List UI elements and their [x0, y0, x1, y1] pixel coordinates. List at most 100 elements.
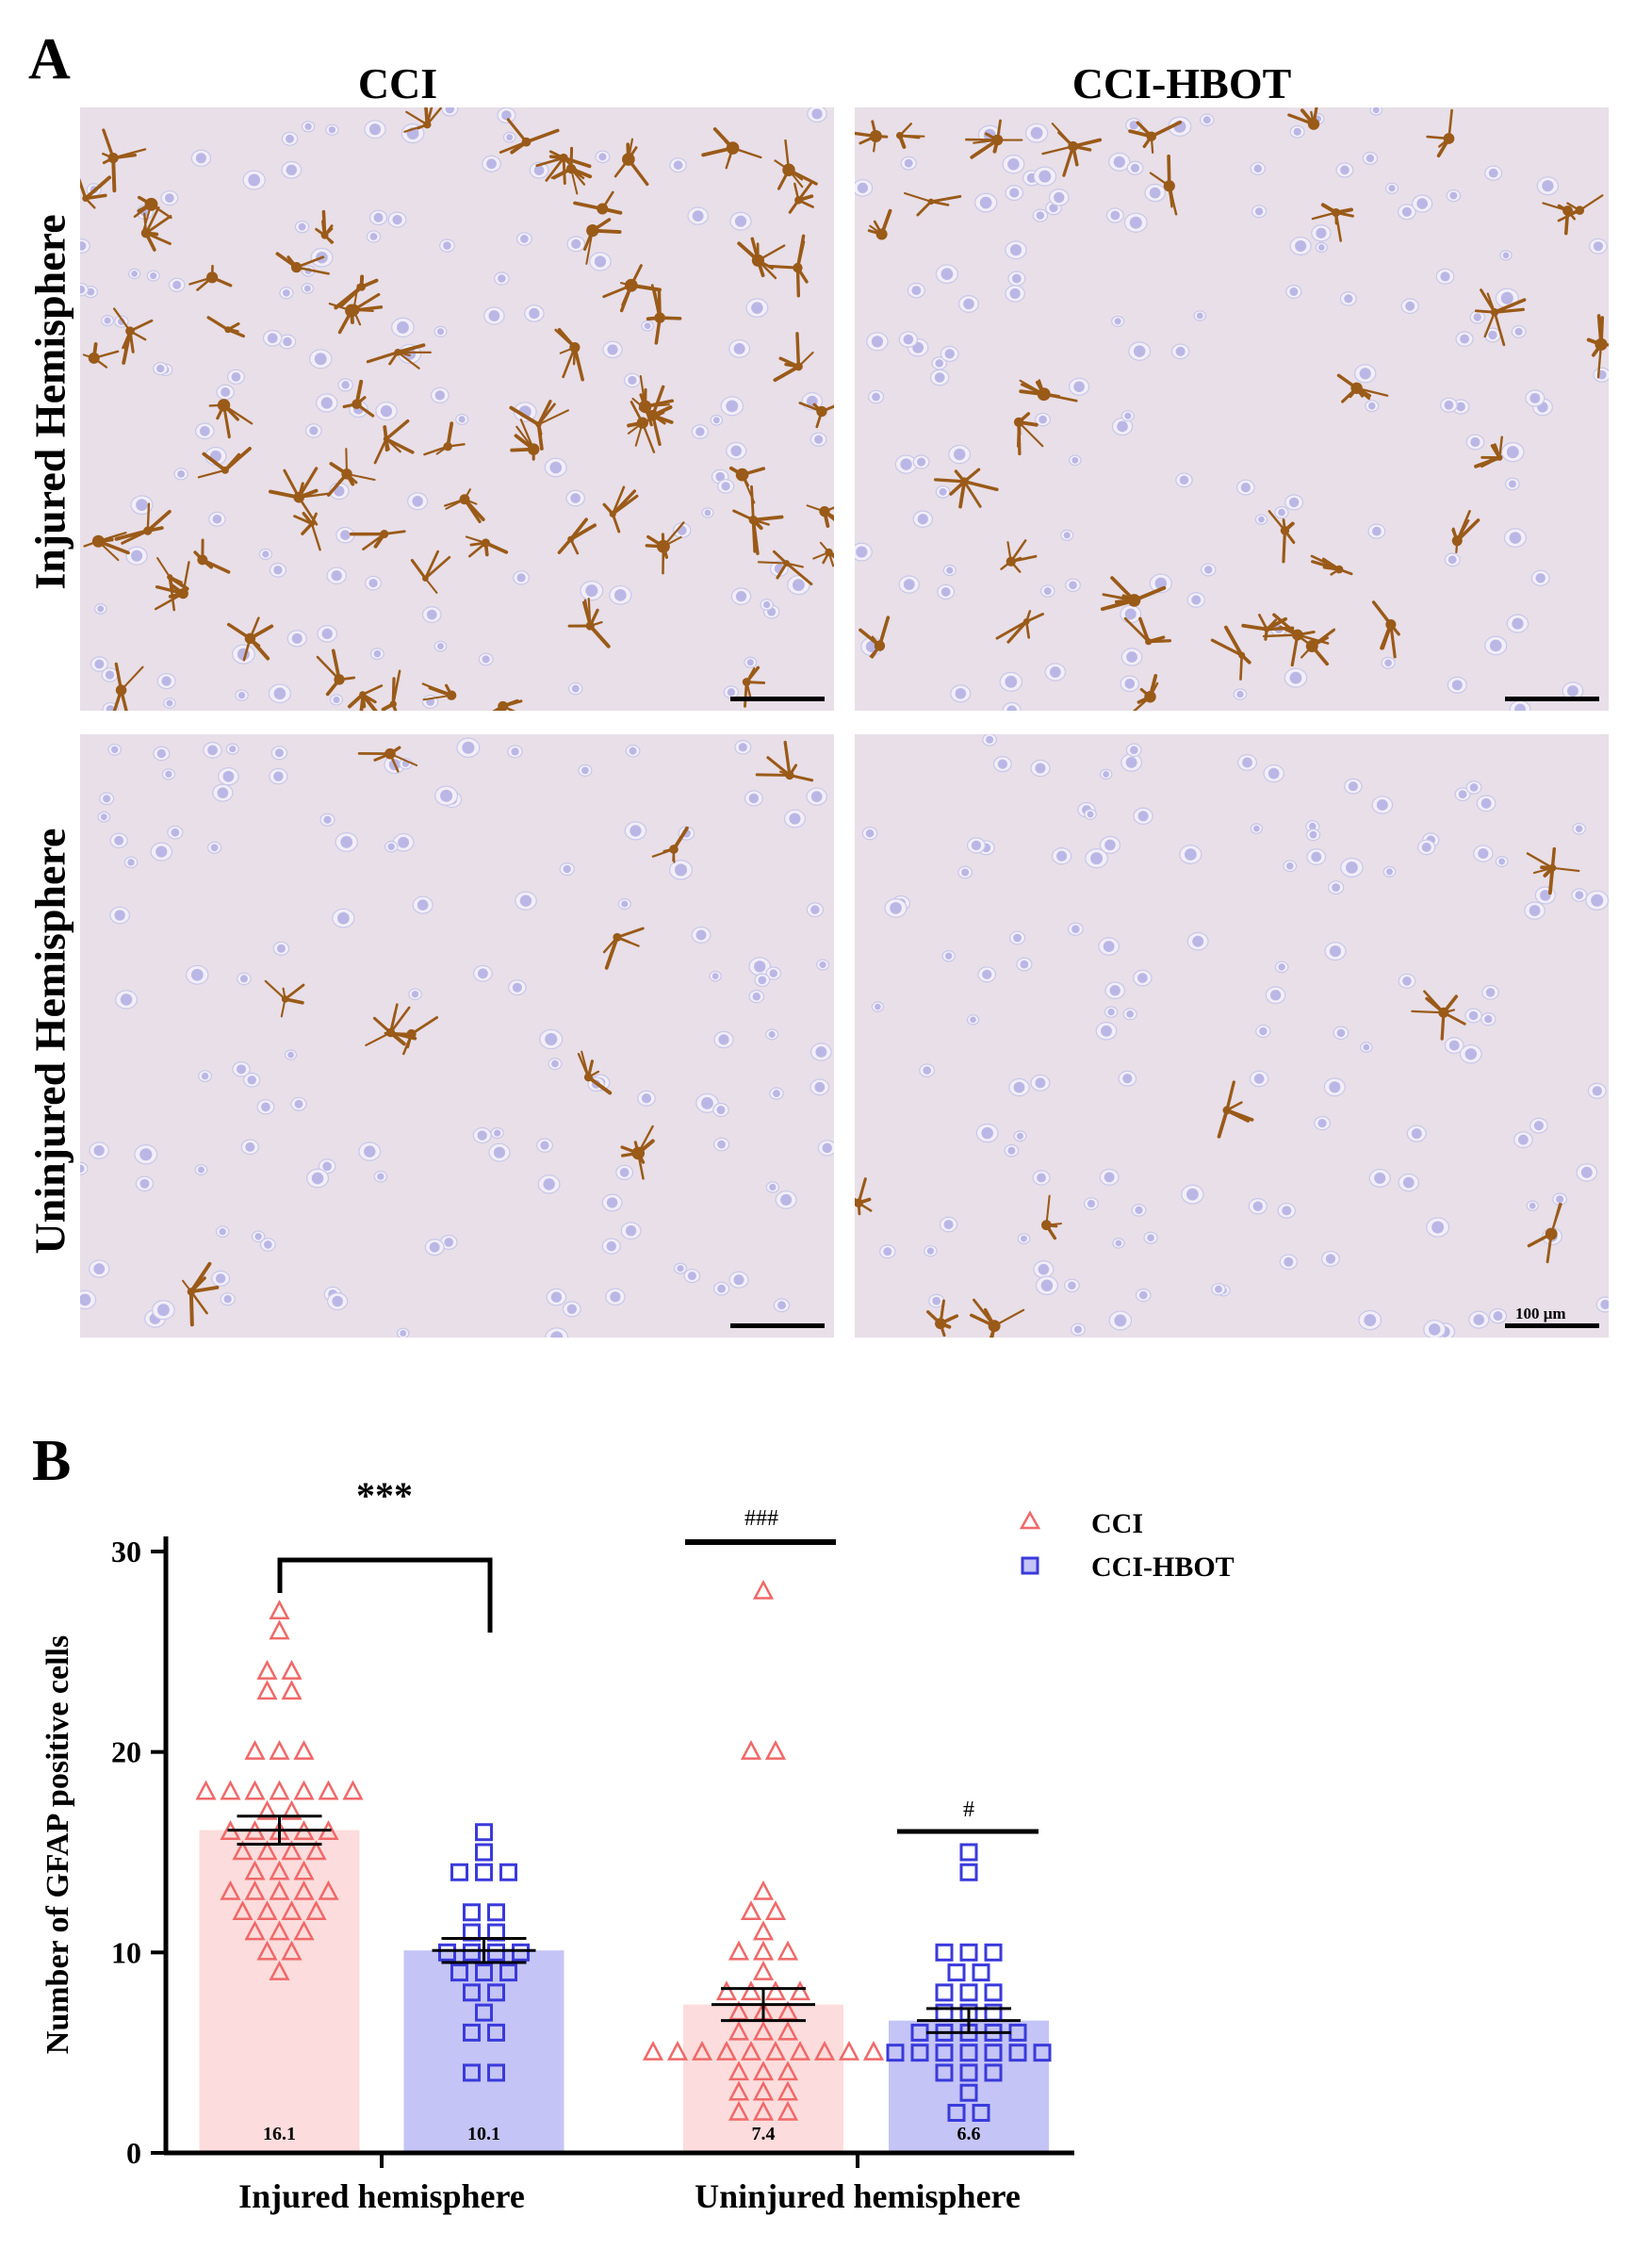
- x-category-label: Injured hemisphere: [238, 2177, 525, 2215]
- mean-value-label: 16.1: [263, 2124, 296, 2144]
- data-point-cci: [715, 1980, 738, 2001]
- data-point-cci: [195, 1780, 217, 1800]
- data-point-cci: [752, 1880, 775, 1900]
- data-point-cci: [220, 1880, 241, 1900]
- data-point-cci: [318, 1880, 339, 1900]
- mean-value-label: 6.6: [957, 2124, 981, 2144]
- significance-label-injured: ***: [356, 1474, 413, 1517]
- data-point-cci: [777, 2100, 799, 2121]
- data-point-cci: [642, 2040, 664, 2061]
- data-point-cci: [691, 2040, 713, 2061]
- micrograph-cci-hbot-uninjured: [855, 734, 1609, 1338]
- bar-cci-hbot-0: [403, 1950, 564, 2153]
- data-point-cci: [220, 1780, 241, 1800]
- scale-bar: [1505, 1323, 1599, 1328]
- data-point-cci: [764, 1739, 787, 1760]
- data-point-cci: [862, 2040, 885, 2061]
- data-point-cci: [244, 1880, 266, 1900]
- data-point-cci: [813, 2040, 836, 2061]
- data-point-cci-hbot: [959, 1983, 978, 2002]
- column-title-cci-hbot: CCI-HBOT: [1071, 59, 1292, 107]
- data-point-cci: [777, 2000, 799, 2021]
- data-point-cci-hbot: [475, 1863, 493, 1881]
- mean-value-label: 7.4: [752, 2124, 776, 2144]
- data-point-cci-hbot: [959, 2083, 978, 2102]
- data-point-cci-hbot: [463, 1983, 481, 2002]
- data-point-cci: [752, 1579, 775, 1600]
- legend-label-cci-hbot: CCI-HBOT: [1091, 1552, 1235, 1583]
- data-point-cci: [256, 1799, 278, 1820]
- data-point-cci-hbot: [463, 1903, 481, 1922]
- y-tick-label: 0: [126, 2136, 141, 2170]
- data-point-cci: [740, 1980, 762, 2001]
- data-point-cci-hbot: [947, 1963, 966, 1982]
- data-point-cci: [740, 2040, 762, 2061]
- data-point-cci-hbot: [935, 1943, 954, 1962]
- data-point-cci: [256, 1680, 278, 1700]
- data-point-cci-hbot: [487, 1983, 505, 2002]
- data-point-cci-hbot: [984, 1943, 1003, 1962]
- data-point-cci-hbot: [935, 1983, 954, 2002]
- micrograph-cci-injured: [80, 107, 834, 711]
- data-point-cci: [728, 1940, 750, 1961]
- data-point-cci: [666, 2040, 689, 2061]
- data-point-cci-hbot: [984, 2063, 1003, 2082]
- data-point-cci-hbot: [475, 1963, 493, 1982]
- data-point-cci: [281, 1680, 303, 1700]
- data-point-cci: [764, 1900, 787, 1921]
- data-point-cci: [789, 2040, 811, 2061]
- data-point-cci-hbot: [984, 2044, 1003, 2062]
- data-point-cci: [777, 2080, 799, 2101]
- micrograph-cci-uninjured: [80, 734, 834, 1338]
- data-point-cci: [269, 1860, 290, 1880]
- data-point-cci: [728, 2000, 750, 2021]
- data-point-cci: [281, 1940, 303, 1961]
- data-point-cci-hbot: [499, 1963, 517, 1982]
- panel-b-letter: B: [32, 1429, 72, 1493]
- data-point-cci-hbot: [463, 2023, 481, 2042]
- column-title-cci: CCI: [357, 59, 438, 107]
- data-point-cci: [281, 1659, 303, 1680]
- data-point-cci-hbot: [959, 1943, 978, 1962]
- data-point-cci: [269, 1780, 290, 1800]
- data-point-cci: [244, 1860, 266, 1880]
- data-point-cci-hbot: [1008, 2044, 1027, 2062]
- data-point-cci-hbot: [487, 1943, 505, 1962]
- data-point-cci: [293, 1739, 315, 1760]
- data-point-cci: [269, 1960, 290, 1980]
- data-point-cci: [269, 1619, 290, 1640]
- data-point-cci: [752, 1940, 775, 1961]
- data-point-cci: [752, 2020, 775, 2041]
- gfap-chart: 16.1 7.4 10.1 6.6 0 10 20 30 Number of GFAP po…: [41, 1474, 1235, 2215]
- data-point-cci: [232, 1840, 254, 1861]
- mean-value-label: 10.1: [467, 2124, 500, 2144]
- micrograph-cci-hbot-injured: [855, 107, 1609, 711]
- data-point-cci: [752, 1920, 775, 1941]
- data-point-cci: [269, 1739, 290, 1760]
- panel-a-letter: A: [28, 27, 71, 91]
- data-point-cci-hbot: [984, 1983, 1003, 2002]
- row-title-uninjured: Uninjured Hemisphere: [25, 828, 74, 1255]
- data-point-cci: [293, 1860, 315, 1880]
- legend-marker-cci-hbot: [1021, 1556, 1039, 1575]
- data-point-cci: [752, 1960, 775, 1980]
- y-tick-label: 20: [111, 1735, 141, 1769]
- data-point-cci-hbot: [959, 1863, 978, 1881]
- data-point-cci: [715, 2040, 738, 2061]
- data-point-cci-hbot: [959, 2063, 978, 2082]
- data-point-cci: [342, 1780, 364, 1800]
- y-tick-label: 30: [111, 1535, 141, 1568]
- data-point-cci: [305, 1900, 327, 1921]
- data-point-cci: [728, 2061, 750, 2081]
- data-point-cci: [256, 1940, 278, 1961]
- data-point-cci: [244, 1920, 266, 1941]
- data-point-cci-hbot: [463, 2063, 481, 2082]
- data-point-cci-hbot: [475, 2003, 493, 2022]
- data-point-cci-hbot: [935, 2063, 954, 2082]
- data-point-cci: [244, 1780, 266, 1800]
- data-point-cci: [728, 2080, 750, 2101]
- data-point-cci-hbot: [499, 1863, 517, 1881]
- data-point-cci: [256, 1840, 278, 1861]
- y-axis-label: Number of GFAP positive cells: [41, 1635, 75, 2054]
- data-point-cci-hbot: [487, 2023, 505, 2042]
